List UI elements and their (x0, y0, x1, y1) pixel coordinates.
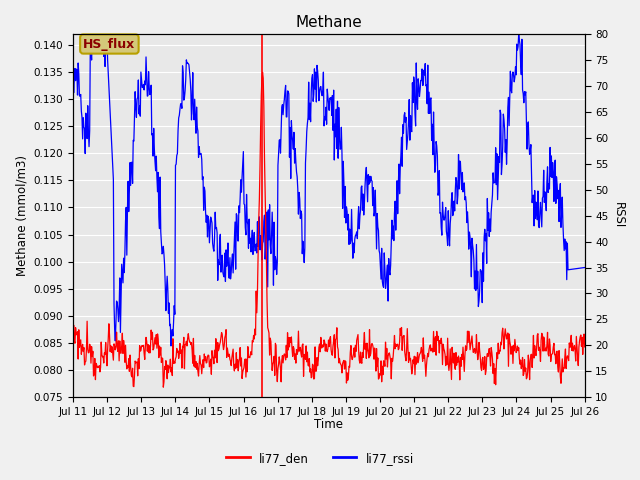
Legend: li77_den, li77_rssi: li77_den, li77_rssi (221, 447, 419, 469)
X-axis label: Time: Time (314, 419, 343, 432)
Title: Methane: Methane (296, 15, 362, 30)
Y-axis label: RSSI: RSSI (612, 203, 625, 229)
Text: HS_flux: HS_flux (83, 37, 136, 50)
Y-axis label: Methane (mmol/m3): Methane (mmol/m3) (15, 155, 28, 276)
